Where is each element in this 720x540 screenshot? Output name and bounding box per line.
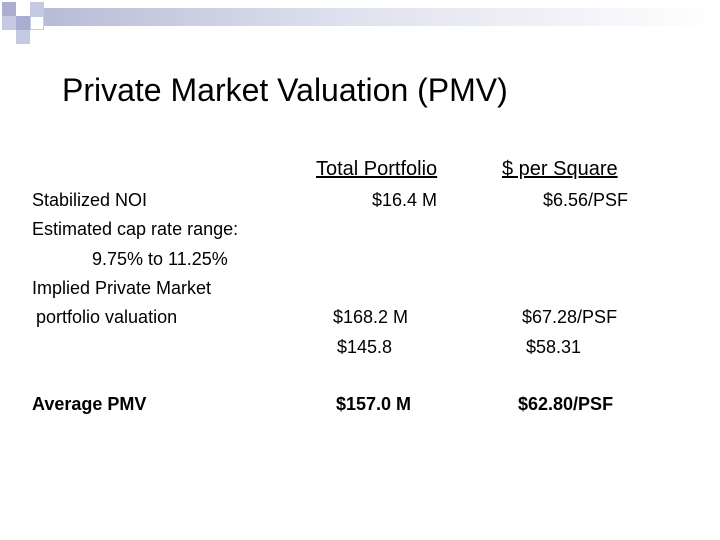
average-pmv-total: $157.0 M — [336, 394, 412, 414]
decor-square — [2, 2, 16, 16]
decor-square — [2, 16, 16, 30]
column-header-per-square: $ per Square — [502, 158, 618, 180]
decor-square — [16, 2, 30, 16]
slide-title: Private Market Valuation (PMV) — [62, 72, 508, 108]
decor-square — [16, 16, 30, 30]
implied-total-low: $145.8 — [337, 337, 393, 357]
stabilized-noi-label: Stabilized NOI — [32, 190, 148, 210]
cap-rate-range: 9.75% to 11.25% — [92, 249, 228, 269]
average-pmv-per-square: $62.80/PSF — [518, 394, 614, 414]
column-header-total-portfolio: Total Portfolio — [316, 158, 438, 180]
decor-square — [30, 16, 44, 30]
average-pmv-label: Average PMV — [32, 394, 147, 414]
stabilized-noi-total: $16.4 M — [372, 190, 438, 210]
implied-per-square-low: $58.31 — [526, 337, 582, 357]
implied-total-high: $168.2 M — [333, 307, 409, 327]
implied-pmv-label: Implied Private Market — [32, 278, 212, 298]
stabilized-noi-per-square: $6.56/PSF — [543, 190, 629, 210]
decor-square — [16, 30, 30, 44]
cap-rate-label: Estimated cap rate range: — [32, 219, 239, 239]
header-gradient-bar — [40, 8, 720, 26]
decor-square — [2, 30, 16, 44]
implied-per-square-high: $67.28/PSF — [522, 307, 618, 327]
implied-pmv-label-line2: portfolio valuation — [36, 307, 178, 327]
header-decoration — [0, 0, 720, 44]
decor-square — [30, 2, 44, 16]
